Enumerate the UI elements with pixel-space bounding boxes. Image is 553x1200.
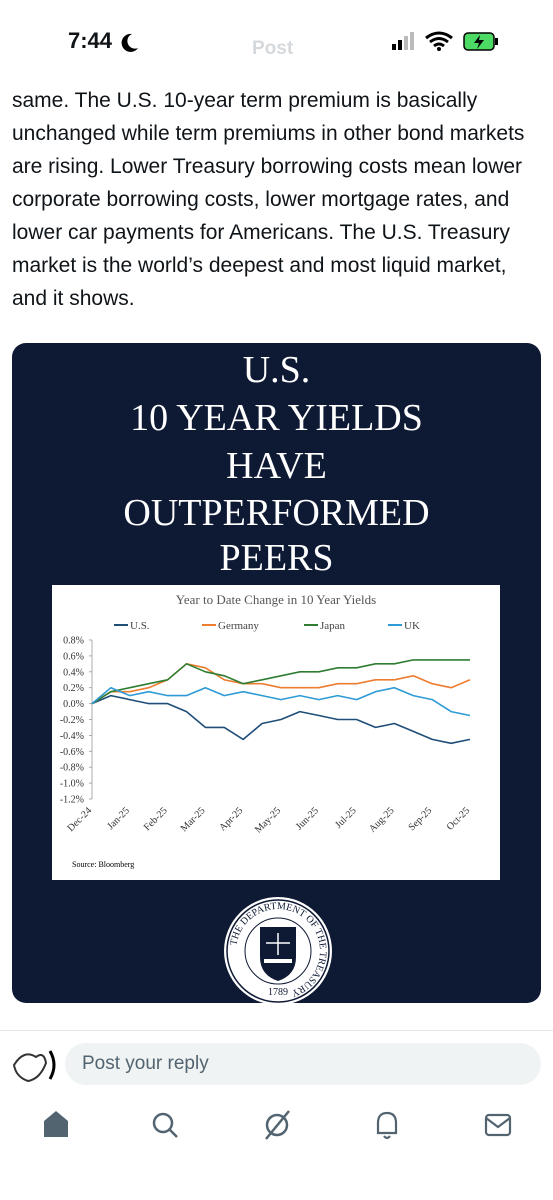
series-line xyxy=(91,659,470,705)
series-line xyxy=(91,663,471,705)
y-tick-label: -0.8% xyxy=(60,763,84,774)
home-tab[interactable] xyxy=(44,1111,68,1137)
chart-title: Year to Date Change in 10 Year Yields xyxy=(176,592,376,607)
y-tick-label: -0.4% xyxy=(60,731,84,742)
y-tick-label: -1.2% xyxy=(60,795,84,806)
divider xyxy=(0,1030,553,1031)
y-tick-label: 0.8% xyxy=(63,636,84,647)
grok-tab[interactable] xyxy=(265,1110,290,1140)
series-line xyxy=(91,694,471,745)
legend-label: Japan xyxy=(320,620,346,632)
treasury-seal: THE DEPARTMENT OF THE TREASURY 1789 xyxy=(224,897,332,1005)
headline-line: U.S. xyxy=(242,349,311,391)
y-tick-label: 0.6% xyxy=(63,651,84,662)
headline-line: 10 YEAR YIELDS xyxy=(130,397,423,439)
y-tick-label: 0.2% xyxy=(63,683,84,694)
legend-label: Germany xyxy=(218,620,259,632)
chart: Year to Date Change in 10 Year Yields U.S… xyxy=(52,585,500,880)
notifications-tab[interactable] xyxy=(376,1111,398,1140)
chart-background xyxy=(52,585,500,880)
reply-input[interactable] xyxy=(65,1043,541,1085)
y-tick-label: 0.0% xyxy=(63,699,84,710)
tab-bar xyxy=(44,1110,512,1140)
legend-label: U.S. xyxy=(130,620,150,632)
messages-tab[interactable] xyxy=(484,1113,512,1137)
avatar[interactable] xyxy=(10,1045,58,1085)
post-text: same. The U.S. 10-year term premium is b… xyxy=(12,89,525,310)
chart-source: Source: Bloomberg xyxy=(72,860,134,869)
y-tick-label: 0.4% xyxy=(63,667,84,678)
search-tab[interactable] xyxy=(152,1112,178,1138)
y-tick-label: -0.6% xyxy=(60,747,84,758)
headline-line: HAVE xyxy=(226,445,327,487)
headline-line: OUTPERFORMED xyxy=(123,492,430,534)
y-tick-label: -1.0% xyxy=(60,779,84,790)
reply-placeholder: Post your reply xyxy=(82,1053,209,1074)
legend-label: UK xyxy=(404,620,420,632)
y-tick-label: -0.2% xyxy=(60,715,84,726)
status-icons xyxy=(392,31,498,51)
seal-year: 1789 xyxy=(268,987,288,998)
nav-title: Post xyxy=(252,38,294,59)
headline-line: PEERS xyxy=(219,537,334,579)
status-time: 7:44 xyxy=(68,28,113,53)
series-line xyxy=(91,686,471,717)
moon-icon xyxy=(121,33,138,52)
